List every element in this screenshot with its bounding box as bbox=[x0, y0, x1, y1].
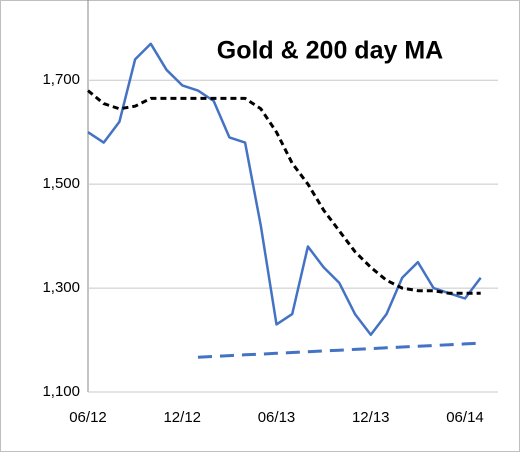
y-tick-label: 1,300 bbox=[42, 279, 80, 296]
chart-title: Gold & 200 day MA bbox=[217, 37, 443, 65]
series-line bbox=[197, 341, 481, 359]
x-tick-label: 06/12 bbox=[69, 409, 107, 426]
x-tick-label: 06/14 bbox=[446, 409, 484, 426]
series-line bbox=[87, 89, 481, 295]
x-tick-label: 06/13 bbox=[258, 409, 296, 426]
y-tick-label: 1,500 bbox=[42, 175, 80, 192]
x-tick-label: 12/13 bbox=[352, 409, 390, 426]
y-tick-label: 1,100 bbox=[42, 383, 80, 400]
y-tick-label: 1,700 bbox=[42, 71, 80, 88]
x-tick-label: 12/12 bbox=[163, 409, 201, 426]
series-line bbox=[87, 42, 482, 337]
